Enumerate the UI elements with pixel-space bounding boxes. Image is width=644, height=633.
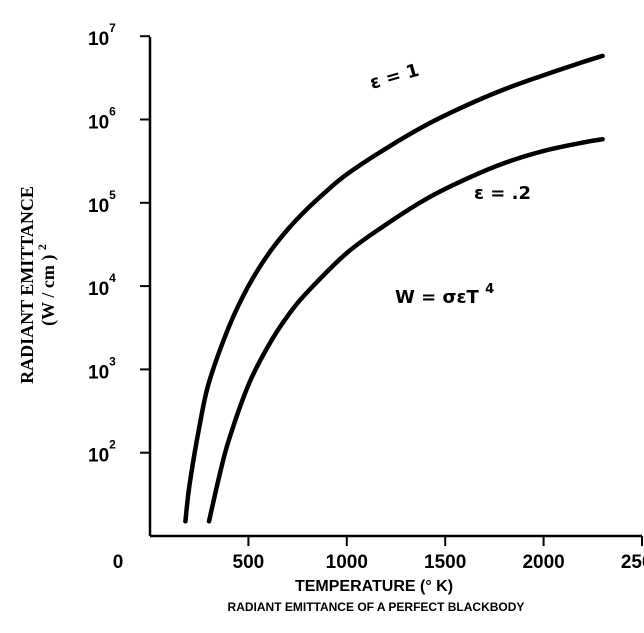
x-tick-label: 2500 [621, 552, 644, 573]
y-tick-label: 104 [88, 271, 116, 300]
y-tick-label: 103 [88, 354, 116, 383]
y-tick-exponent: 5 [109, 188, 116, 202]
y-tick-exponent: 7 [109, 21, 116, 35]
y-axis-label: RADIANT EMITTANCE [17, 186, 37, 384]
y-tick-base: 10 [88, 446, 109, 467]
formula: W = σεT 4 [395, 282, 494, 308]
y-tick-base: 10 [88, 279, 109, 300]
y-tick-label: 105 [88, 188, 116, 217]
x-tick-label: 1500 [424, 552, 466, 573]
y-axis-units-text: (W / cm ) [38, 255, 59, 326]
x-tick-label: 500 [233, 552, 265, 573]
y-tick-exponent: 4 [109, 271, 116, 285]
x-tick-label: 2000 [522, 552, 564, 573]
x-tick-label: 0 [113, 552, 124, 573]
formula-main: W = σεT [395, 287, 480, 308]
y-tick-base: 10 [88, 29, 109, 50]
y-tick-label: 102 [88, 438, 116, 467]
y-axis-units-sup: 2 [35, 244, 49, 250]
y-tick-base: 10 [88, 362, 109, 383]
formula-exponent: 4 [485, 282, 494, 297]
series-line-e02 [206, 136, 605, 524]
y-tick-label: 107 [88, 21, 116, 50]
figure-caption: RADIANT EMITTANCE OF A PERFECT BLACKBODY [228, 600, 525, 614]
x-axis-label: TEMPERATURE (° K) [295, 578, 453, 595]
y-tick-label: 106 [88, 105, 116, 134]
y-tick-exponent: 6 [109, 105, 116, 119]
series-label-e02: ε = .2 [474, 183, 531, 204]
series-curves [183, 53, 605, 524]
y-tick-base: 10 [88, 113, 109, 134]
y-tick-exponent: 2 [109, 438, 116, 452]
x-tick-labels: 0 500 1000 1500 2000 2500 [113, 552, 644, 573]
y-tick-base: 10 [88, 196, 109, 217]
y-tick-exponent: 3 [109, 354, 116, 368]
tick-marks [140, 35, 643, 546]
series-label-e1: ε = 1 [368, 60, 422, 94]
series-line-e1 [183, 53, 605, 524]
y-axis-units: (W / cm ) 2 [35, 244, 59, 326]
x-tick-label: 1000 [326, 552, 368, 573]
